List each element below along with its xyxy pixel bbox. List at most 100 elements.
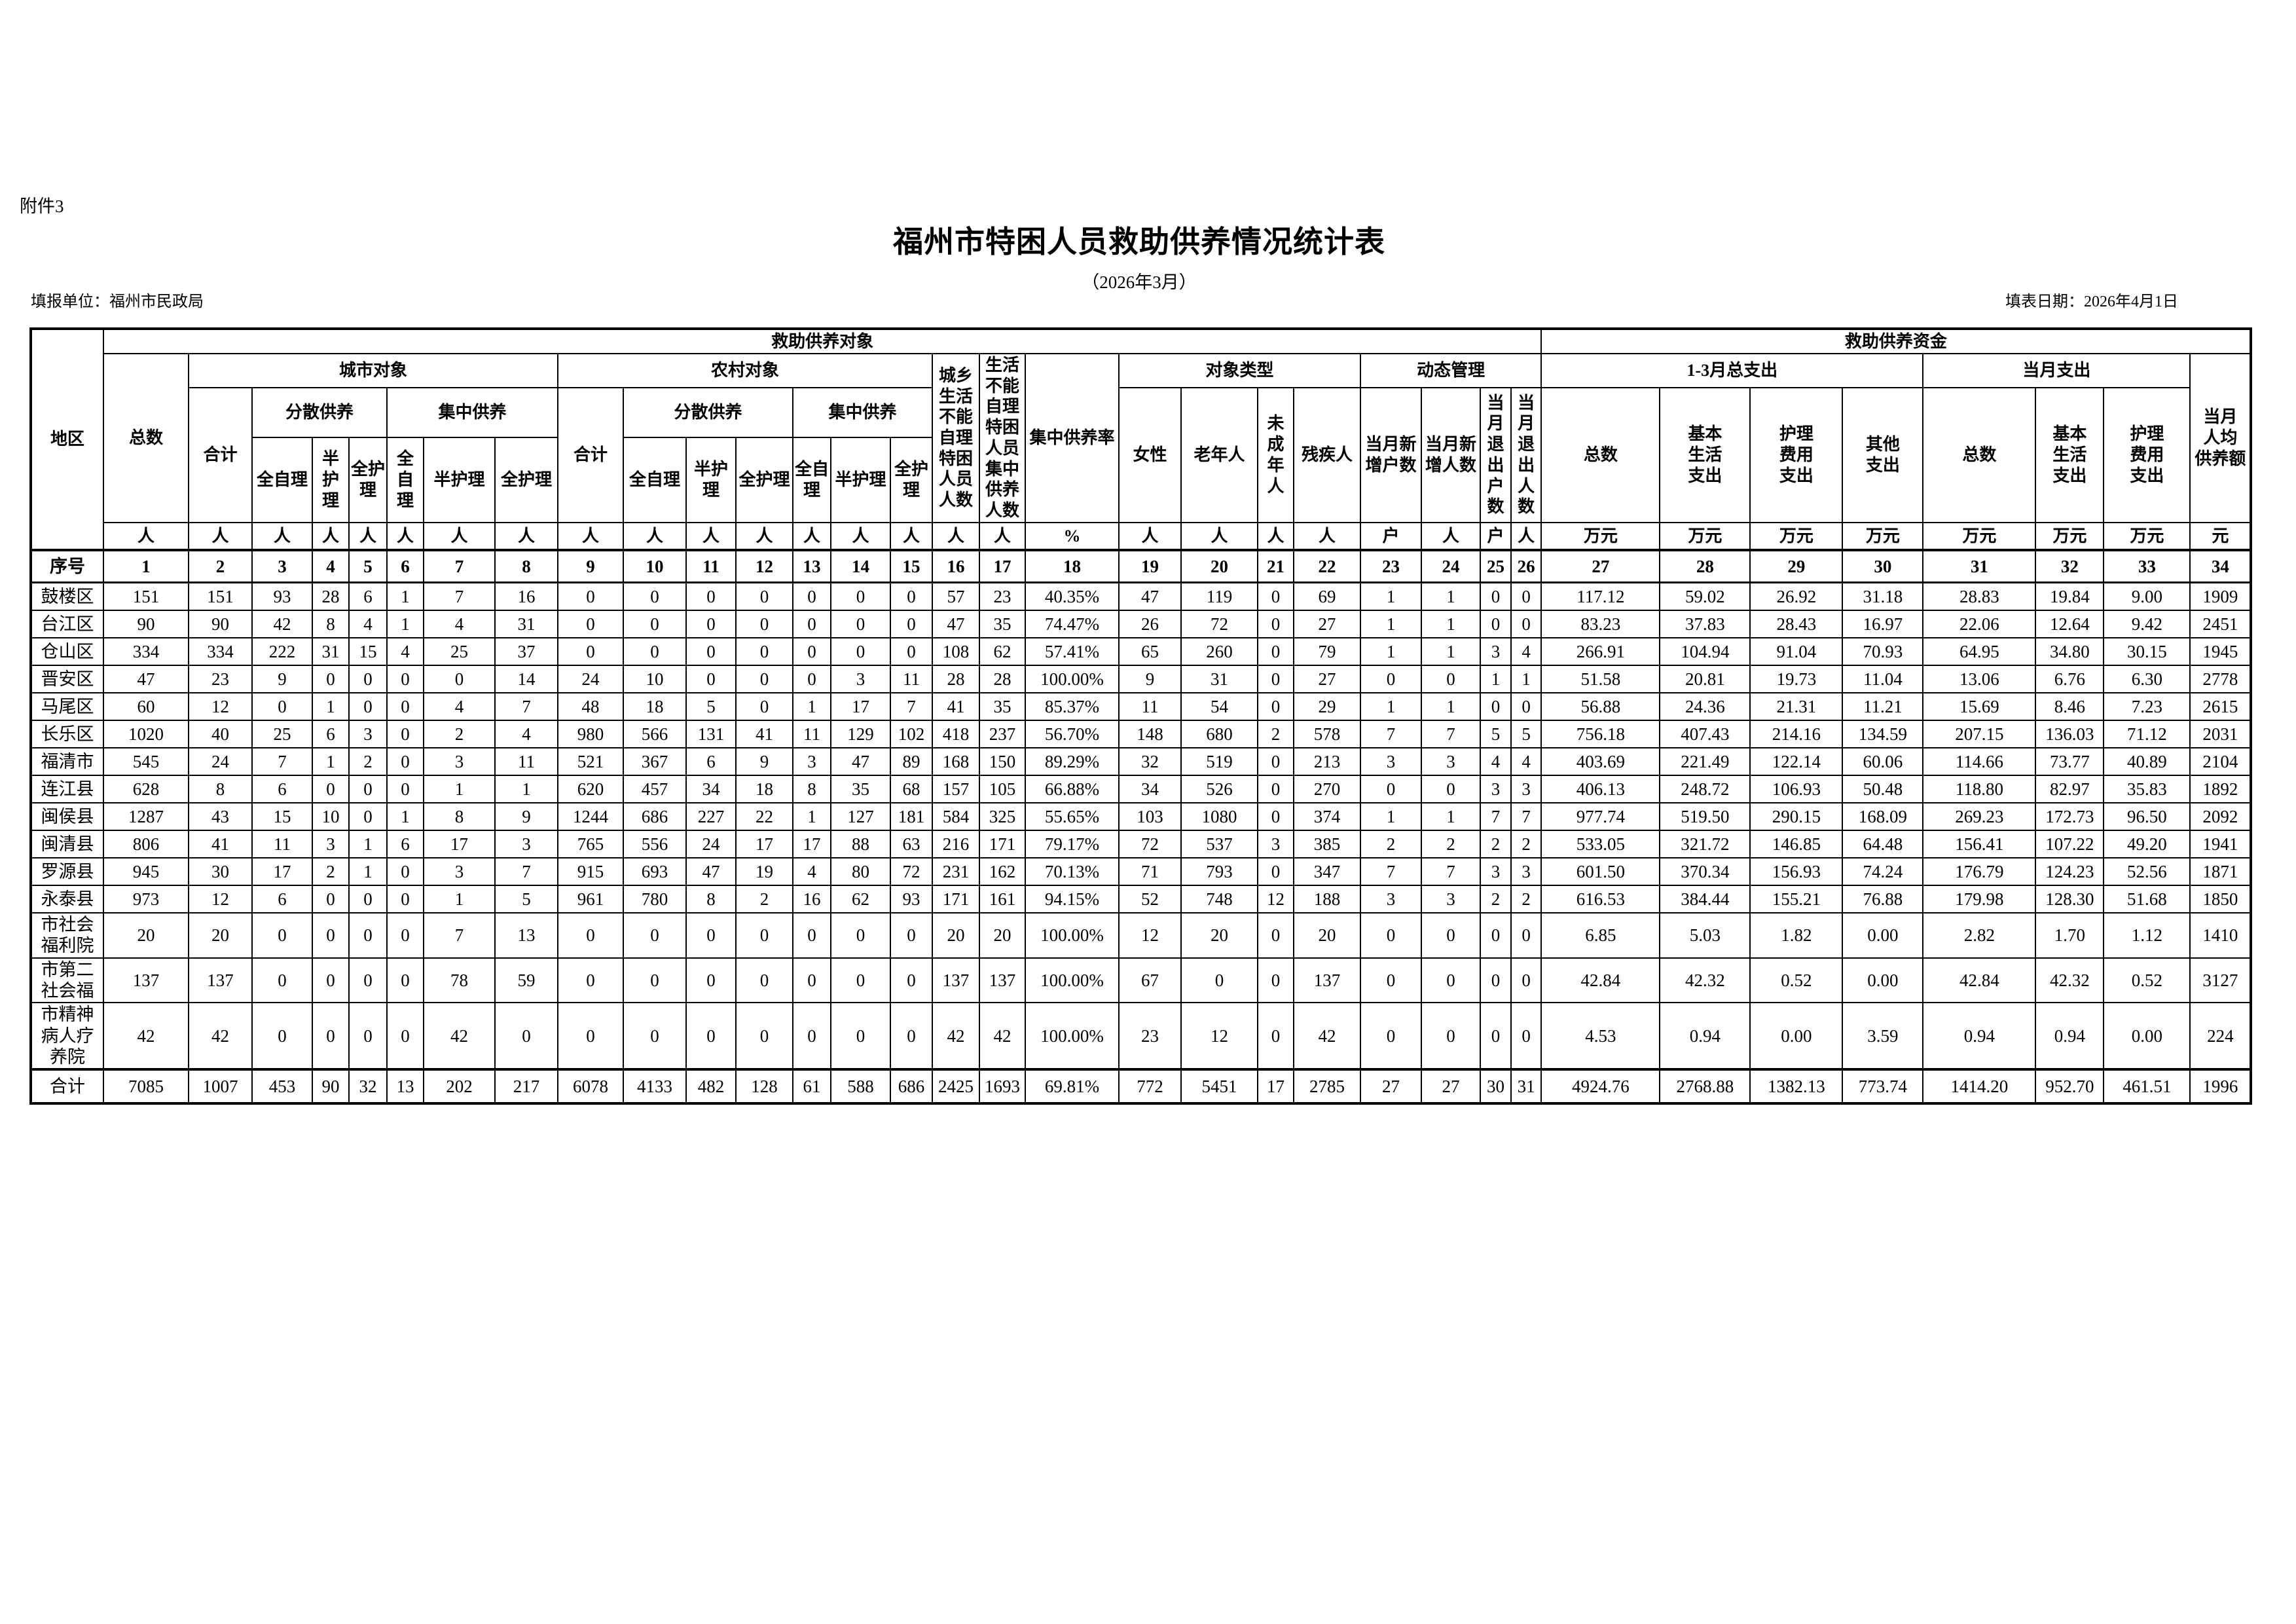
total-row: 合计 7085 1007 453 90 32 13 202 217 6078 4133 482 128 6…: [30, 1068, 2252, 1105]
data-cell: 61: [792, 1068, 831, 1105]
data-cell: 7: [1360, 857, 1422, 886]
data-cell: 1909: [2189, 581, 2252, 611]
data-cell: 12: [188, 692, 253, 721]
data-cell: 102: [890, 719, 933, 748]
data-cell: 56.70%: [1025, 719, 1120, 748]
data-cell: 171: [932, 884, 980, 913]
data-cell: 3: [348, 719, 388, 748]
data-cell: 9: [1118, 664, 1182, 693]
data-cell: 7: [1421, 857, 1481, 886]
data-cell: 161: [979, 884, 1026, 913]
data-cell: 0: [386, 774, 424, 803]
col-month-total: 总数: [1922, 387, 2037, 523]
data-cell: 1945: [2189, 637, 2252, 666]
group-urban-centralized: 集中供养: [386, 386, 558, 439]
data-cell: 1693: [979, 1068, 1026, 1105]
unit-cell: 万元: [1922, 521, 2037, 551]
data-cell: 15.69: [1922, 692, 2037, 721]
data-cell: 23: [188, 664, 253, 693]
data-cell: 0: [1257, 774, 1294, 803]
data-cell: 35: [979, 692, 1026, 721]
data-cell: 556: [623, 829, 687, 858]
data-cell: 72: [890, 857, 933, 886]
col-new-persons: 当月新 增人数: [1421, 387, 1481, 523]
data-cell: 6: [251, 774, 313, 803]
unit-cell: 万元: [1659, 521, 1751, 551]
data-cell: 27: [1293, 609, 1361, 638]
col-female: 女性: [1118, 387, 1182, 523]
data-cell: 47: [932, 609, 980, 638]
data-cell: 0: [494, 1002, 558, 1071]
data-cell: 88: [830, 829, 891, 858]
data-cell: 105: [979, 774, 1026, 803]
serial-cell: 26: [1510, 548, 1542, 584]
data-cell: 0: [1257, 609, 1294, 638]
data-cell: 1850: [2189, 884, 2252, 913]
data-cell: 71: [1118, 857, 1182, 886]
data-cell: 21.31: [1749, 692, 1844, 721]
data-cell: 0: [1360, 664, 1422, 693]
data-cell: 3: [1257, 829, 1294, 858]
data-cell: 40: [188, 719, 253, 748]
data-cell: 47: [830, 747, 891, 776]
data-cell: 461.51: [2103, 1068, 2191, 1105]
data-cell: 1: [1480, 664, 1512, 693]
group-urban-dispersed: 分散供养: [251, 386, 388, 439]
data-cell: 0: [1421, 912, 1481, 959]
data-cell: 0: [685, 664, 737, 693]
data-cell: 961: [557, 884, 624, 913]
data-cell: 12: [188, 884, 253, 913]
data-cell: 12: [1257, 884, 1294, 913]
data-cell: 108: [932, 637, 980, 666]
data-cell: 1892: [2189, 774, 2252, 803]
data-cell: 4: [1480, 747, 1512, 776]
unit-cell: 人: [623, 521, 687, 551]
data-cell: 0: [685, 609, 737, 638]
data-cell: 0: [251, 692, 313, 721]
col-unable-selfcare: 城乡 生活 不能 自理 特困 人员 人数: [932, 353, 980, 523]
data-cell: 0: [1421, 957, 1481, 1004]
data-cell: 0: [1360, 774, 1422, 803]
unit-cell: 人: [1510, 521, 1542, 551]
data-cell: 0: [830, 1002, 891, 1071]
unit-cell: 人: [348, 521, 388, 551]
data-cell: 0: [623, 581, 687, 611]
data-cell: 2: [348, 747, 388, 776]
table-row: 台江区 90 90 42 8 4 1 4 31 0 0 0 0 0 0 0 47 35 74.47% 26 72 0 27 1…: [30, 609, 2252, 638]
data-cell: 20: [188, 912, 253, 959]
data-cell: 0: [348, 802, 388, 831]
data-cell: 127: [830, 802, 891, 831]
data-cell: 0: [1480, 609, 1512, 638]
unit-cell: 人: [188, 521, 253, 551]
data-cell: 2778: [2189, 664, 2252, 693]
data-cell: 1: [312, 747, 350, 776]
col-q1-other: 其他 支出: [1842, 387, 1924, 523]
data-cell: 980: [557, 719, 624, 748]
unit-cell: 人: [979, 521, 1026, 551]
data-cell: 134.59: [1842, 719, 1924, 748]
unit-cell: 人: [830, 521, 891, 551]
serial-cell: 20: [1180, 548, 1258, 584]
data-cell: 27: [1421, 1068, 1481, 1105]
data-cell: 537: [1180, 829, 1258, 858]
unit-cell: 万元: [2103, 521, 2191, 551]
data-cell: 0: [1480, 912, 1512, 959]
data-cell: 32: [348, 1068, 388, 1105]
data-cell: 7: [494, 692, 558, 721]
data-cell: 11: [251, 829, 313, 858]
data-cell: 0: [348, 957, 388, 1004]
data-cell: 0: [386, 747, 424, 776]
data-cell: 100.00%: [1025, 1002, 1120, 1071]
data-cell: 1: [792, 692, 831, 721]
data-cell: 0: [1257, 912, 1294, 959]
data-cell: 5451: [1180, 1068, 1258, 1105]
data-cell: 22: [735, 802, 793, 831]
data-cell: 0: [251, 1002, 313, 1071]
data-cell: 0.52: [1749, 957, 1844, 1004]
data-cell: 11: [494, 747, 558, 776]
data-cell: 0: [386, 957, 424, 1004]
data-cell: 7: [1421, 719, 1481, 748]
data-cell: 0: [890, 637, 933, 666]
data-cell: 1: [1360, 609, 1422, 638]
data-cell: 0: [685, 637, 737, 666]
